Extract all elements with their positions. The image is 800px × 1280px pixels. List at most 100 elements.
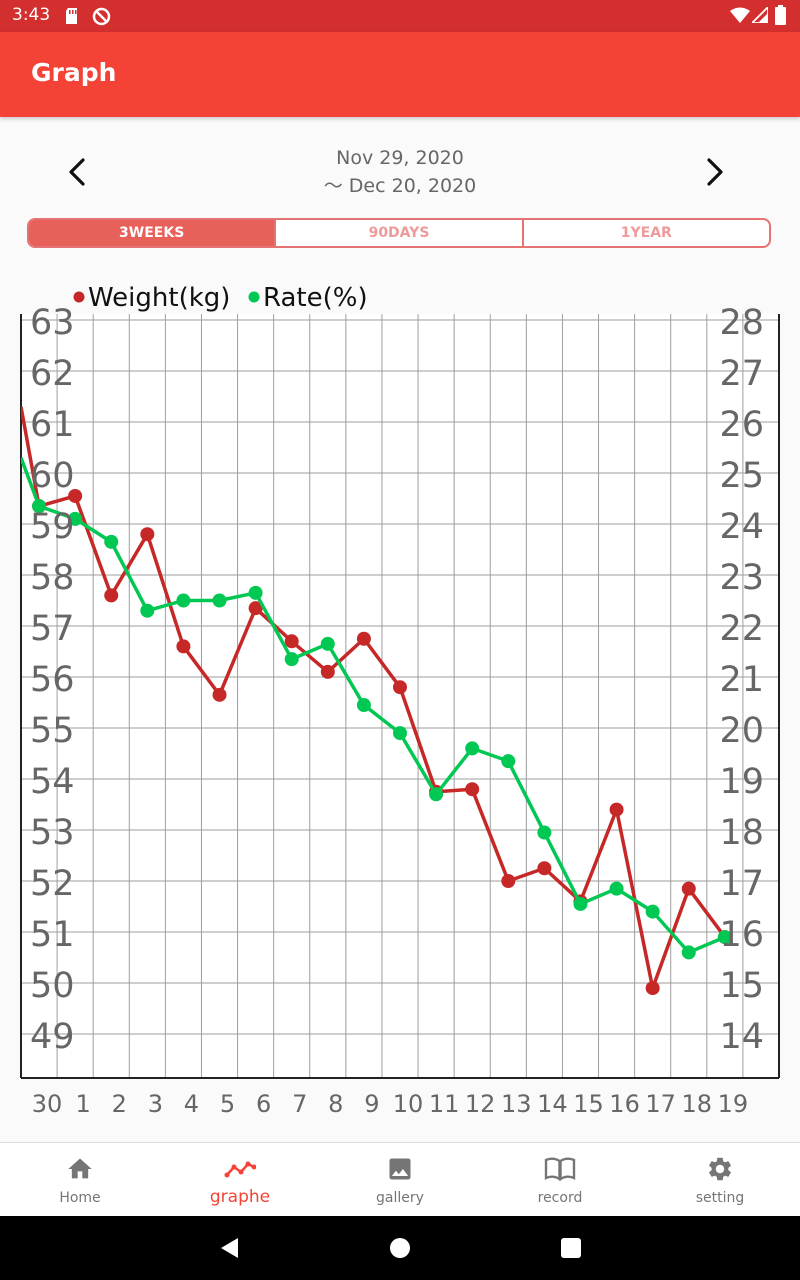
left-axis-tick-label: 61: [30, 405, 75, 445]
series-rate: [21, 457, 732, 960]
data-point-rate: [501, 754, 516, 769]
left-axis-tick-label: 49: [30, 1017, 75, 1057]
tab-3weeks[interactable]: 3WEEKS: [29, 220, 277, 246]
data-point-rate: [104, 534, 119, 549]
data-point-weight: [681, 881, 696, 896]
data-point-rate: [465, 741, 480, 756]
no-sync-icon: [92, 7, 111, 26]
data-point-weight: [645, 981, 660, 996]
nav-setting[interactable]: setting: [640, 1143, 800, 1217]
previous-period-button[interactable]: [58, 152, 98, 192]
data-point-rate: [645, 904, 660, 919]
left-axis-tick-label: 51: [30, 915, 75, 955]
wifi-icon: [730, 7, 750, 23]
data-point-weight: [393, 680, 407, 695]
app-bar: Graph: [0, 32, 800, 117]
right-axis-tick-label: 27: [719, 354, 764, 394]
chevron-left-icon: [69, 158, 85, 186]
weight-rate-chart: 6362616059585756555453525150492827262524…: [20, 283, 780, 1118]
home-circle-icon[interactable]: [388, 1236, 412, 1260]
range-selector: 3WEEKS 90DAYS 1YEAR: [27, 218, 771, 248]
data-point-weight: [140, 527, 155, 542]
right-axis-tick-label: 16: [719, 915, 764, 955]
data-point-weight: [248, 601, 263, 616]
data-point-rate: [681, 945, 696, 960]
right-axis-tick-label: 24: [719, 507, 764, 547]
sd-card-icon: [66, 8, 77, 24]
right-axis-tick-label: 18: [719, 813, 764, 853]
data-point-rate: [32, 499, 47, 514]
left-axis-tick-label: 50: [30, 966, 75, 1006]
status-time: 3:43: [12, 5, 51, 25]
battery-icon: [775, 5, 786, 25]
x-axis-tick-label: 7: [292, 1090, 307, 1118]
data-point-rate: [717, 930, 732, 945]
data-point-weight: [609, 802, 624, 817]
x-axis-tick-label: 12: [465, 1090, 496, 1118]
left-axis-tick-label: 55: [30, 711, 75, 751]
right-axis-tick-label: 19: [719, 762, 764, 802]
nav-record[interactable]: record: [480, 1143, 640, 1217]
data-point-rate: [609, 881, 624, 896]
data-point-weight: [176, 639, 191, 654]
right-axis-tick-label: 20: [719, 711, 764, 751]
x-axis-tick-label: 13: [501, 1090, 532, 1118]
data-point-weight: [501, 874, 516, 888]
legend-marker-rate: [248, 291, 260, 303]
data-point-rate: [537, 825, 552, 840]
data-point-rate: [140, 603, 155, 618]
data-point-rate: [393, 726, 407, 741]
next-period-button[interactable]: [694, 152, 734, 192]
gear-icon: [709, 1157, 731, 1181]
right-axis-tick-label: 26: [719, 405, 764, 445]
right-axis-tick-label: 14: [719, 1017, 764, 1057]
data-point-weight: [104, 588, 119, 603]
chevron-right-icon: [707, 158, 723, 186]
left-axis-tick-label: 62: [30, 354, 75, 394]
nav-graphe[interactable]: graphe: [160, 1143, 320, 1217]
x-axis-tick-label: 10: [393, 1090, 424, 1118]
x-axis-tick-label: 16: [609, 1090, 640, 1118]
right-axis-tick-label: 22: [719, 609, 764, 649]
nav-home-label: Home: [59, 1190, 101, 1206]
graph-icon: [224, 1161, 256, 1178]
recents-square-icon[interactable]: [559, 1236, 583, 1260]
x-axis-tick-label: 4: [184, 1090, 199, 1118]
right-axis-tick-label: 21: [719, 660, 764, 700]
data-point-weight: [537, 861, 552, 876]
data-point-rate: [284, 652, 299, 667]
date-range: Nov 29, 2020 〜 Dec 20, 2020: [250, 144, 550, 200]
data-point-rate: [429, 787, 444, 802]
x-axis-tick-label: 2: [112, 1090, 127, 1118]
x-axis-tick-label: 8: [328, 1090, 343, 1118]
left-axis-tick-label: 56: [30, 660, 75, 700]
left-axis-tick-label: 52: [30, 864, 75, 904]
data-point-weight: [320, 664, 335, 679]
x-axis-tick-label: 19: [718, 1090, 749, 1118]
date-range-start: Nov 29, 2020: [336, 147, 464, 169]
nav-gallery[interactable]: gallery: [320, 1143, 480, 1217]
tab-1year[interactable]: 1YEAR: [620, 225, 672, 241]
back-triangle-icon[interactable]: [218, 1236, 242, 1260]
data-point-weight: [212, 687, 227, 702]
signal-icon: [752, 7, 768, 23]
x-axis-tick-label: 6: [256, 1090, 271, 1118]
data-point-weight: [356, 631, 371, 646]
tab-90days[interactable]: 90DAYS: [276, 220, 524, 246]
data-point-rate: [356, 698, 371, 713]
x-axis-tick-label: 18: [681, 1090, 712, 1118]
book-icon: [544, 1157, 576, 1182]
nav-record-label: record: [537, 1190, 583, 1206]
right-axis-tick-label: 17: [719, 864, 764, 904]
nav-home[interactable]: Home: [0, 1143, 160, 1217]
data-point-weight: [465, 782, 480, 797]
right-axis-tick-label: 23: [719, 558, 764, 598]
x-axis-tick-label: 3: [148, 1090, 163, 1118]
legend-label-rate: Rate(%): [263, 283, 368, 313]
data-point-rate: [573, 896, 588, 911]
left-axis-tick-label: 53: [30, 813, 75, 853]
left-axis-tick-label: 57: [30, 609, 75, 649]
legend-marker-weight: [73, 291, 85, 303]
right-axis-tick-label: 15: [719, 966, 764, 1006]
data-point-rate: [248, 585, 263, 600]
